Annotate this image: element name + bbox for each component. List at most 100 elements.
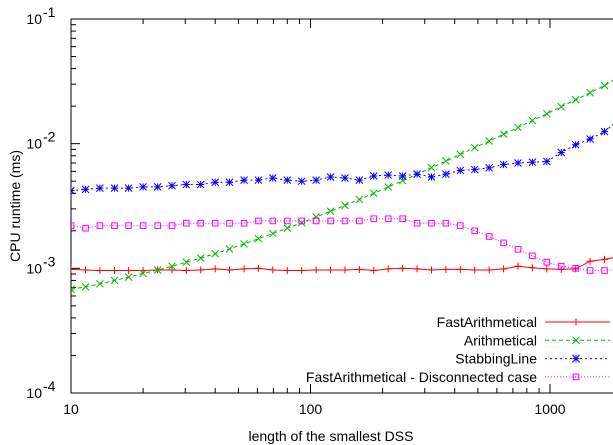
data-point	[427, 163, 436, 172]
data-point	[240, 176, 248, 184]
axis-ticks	[70, 18, 551, 394]
data-point	[398, 172, 407, 180]
data-point	[96, 267, 104, 275]
data-point	[442, 265, 450, 273]
data-point	[413, 219, 421, 227]
legend-marker	[572, 354, 580, 363]
data-point	[168, 266, 176, 274]
data-point	[499, 160, 508, 169]
data-point	[442, 170, 450, 178]
data-point	[240, 265, 248, 273]
data-point	[586, 88, 594, 97]
data-point	[211, 178, 220, 187]
legend-marker	[572, 318, 580, 326]
data-point	[485, 137, 494, 145]
x-tick-label: 1000	[534, 401, 565, 417]
data-point	[514, 262, 522, 270]
legend-marker	[572, 373, 580, 381]
data-point	[427, 266, 435, 274]
legend-label: FastArithmetical	[437, 314, 537, 330]
data-point	[399, 264, 407, 272]
data-point	[413, 265, 421, 273]
data-point	[601, 255, 609, 263]
data-point	[71, 285, 75, 294]
data-point	[471, 227, 479, 235]
data-point	[225, 245, 234, 253]
data-point	[312, 266, 320, 274]
data-point	[355, 265, 363, 273]
data-point	[269, 217, 277, 225]
data-point	[312, 176, 321, 184]
data-point	[571, 95, 580, 104]
data-point	[413, 170, 421, 178]
data-point	[470, 165, 479, 174]
data-point	[528, 116, 537, 125]
data-point	[182, 267, 190, 275]
data-point	[369, 172, 378, 180]
series-line	[71, 124, 613, 192]
data-point	[110, 184, 119, 192]
data-point	[542, 157, 551, 166]
data-point	[139, 222, 147, 229]
y-axis-label: CPU runtime (ms)	[7, 150, 23, 262]
data-point	[283, 217, 291, 225]
data-point	[485, 233, 493, 240]
series-line	[71, 79, 613, 290]
data-point	[586, 267, 594, 274]
legend-label: StabbingLine	[455, 351, 537, 367]
data-point	[326, 173, 335, 181]
data-point	[240, 240, 248, 248]
data-point	[326, 207, 335, 216]
data-point	[355, 176, 364, 184]
data-point	[298, 217, 306, 225]
data-point	[384, 215, 392, 223]
x-tick-label: 100	[299, 401, 323, 417]
data-point	[456, 265, 464, 273]
data-point	[196, 254, 205, 262]
data-point	[82, 266, 90, 274]
data-point	[456, 166, 465, 175]
data-point	[240, 219, 248, 227]
data-point	[197, 266, 205, 274]
data-point	[81, 283, 90, 291]
data-point	[211, 249, 220, 258]
x-axis-label: length of the smallest DSS	[249, 428, 414, 444]
data-point	[456, 150, 465, 159]
data-point	[528, 264, 536, 272]
data-point	[341, 174, 349, 182]
data-point	[384, 183, 393, 191]
plot-frame	[70, 18, 613, 394]
legend-label: Arithmetical	[464, 332, 537, 348]
y-tick-labels: 10-410-310-210-1	[26, 4, 55, 401]
data-point	[125, 267, 133, 275]
data-point	[586, 257, 594, 265]
y-tick-exponent: -2	[43, 129, 56, 145]
data-point	[327, 217, 334, 225]
data-point	[197, 219, 205, 227]
data-point	[572, 265, 579, 272]
data-point	[500, 265, 508, 273]
data-point	[600, 127, 609, 136]
data-point	[427, 173, 436, 181]
data-point	[71, 265, 75, 273]
data-point	[139, 183, 147, 191]
data-point	[500, 239, 507, 247]
data-point	[370, 267, 378, 275]
data-point	[268, 229, 277, 238]
series-layer	[71, 79, 613, 294]
data-point	[370, 215, 378, 223]
data-point	[96, 280, 104, 288]
data-point	[125, 222, 132, 229]
data-point	[283, 176, 292, 184]
data-point	[226, 266, 234, 274]
data-point	[96, 184, 104, 192]
data-point	[211, 265, 219, 273]
data-point	[110, 276, 119, 285]
data-point	[312, 217, 320, 225]
data-point	[499, 130, 508, 139]
data-point	[442, 157, 450, 165]
data-point	[470, 143, 479, 152]
data-point	[96, 222, 104, 229]
series-line	[71, 218, 613, 271]
